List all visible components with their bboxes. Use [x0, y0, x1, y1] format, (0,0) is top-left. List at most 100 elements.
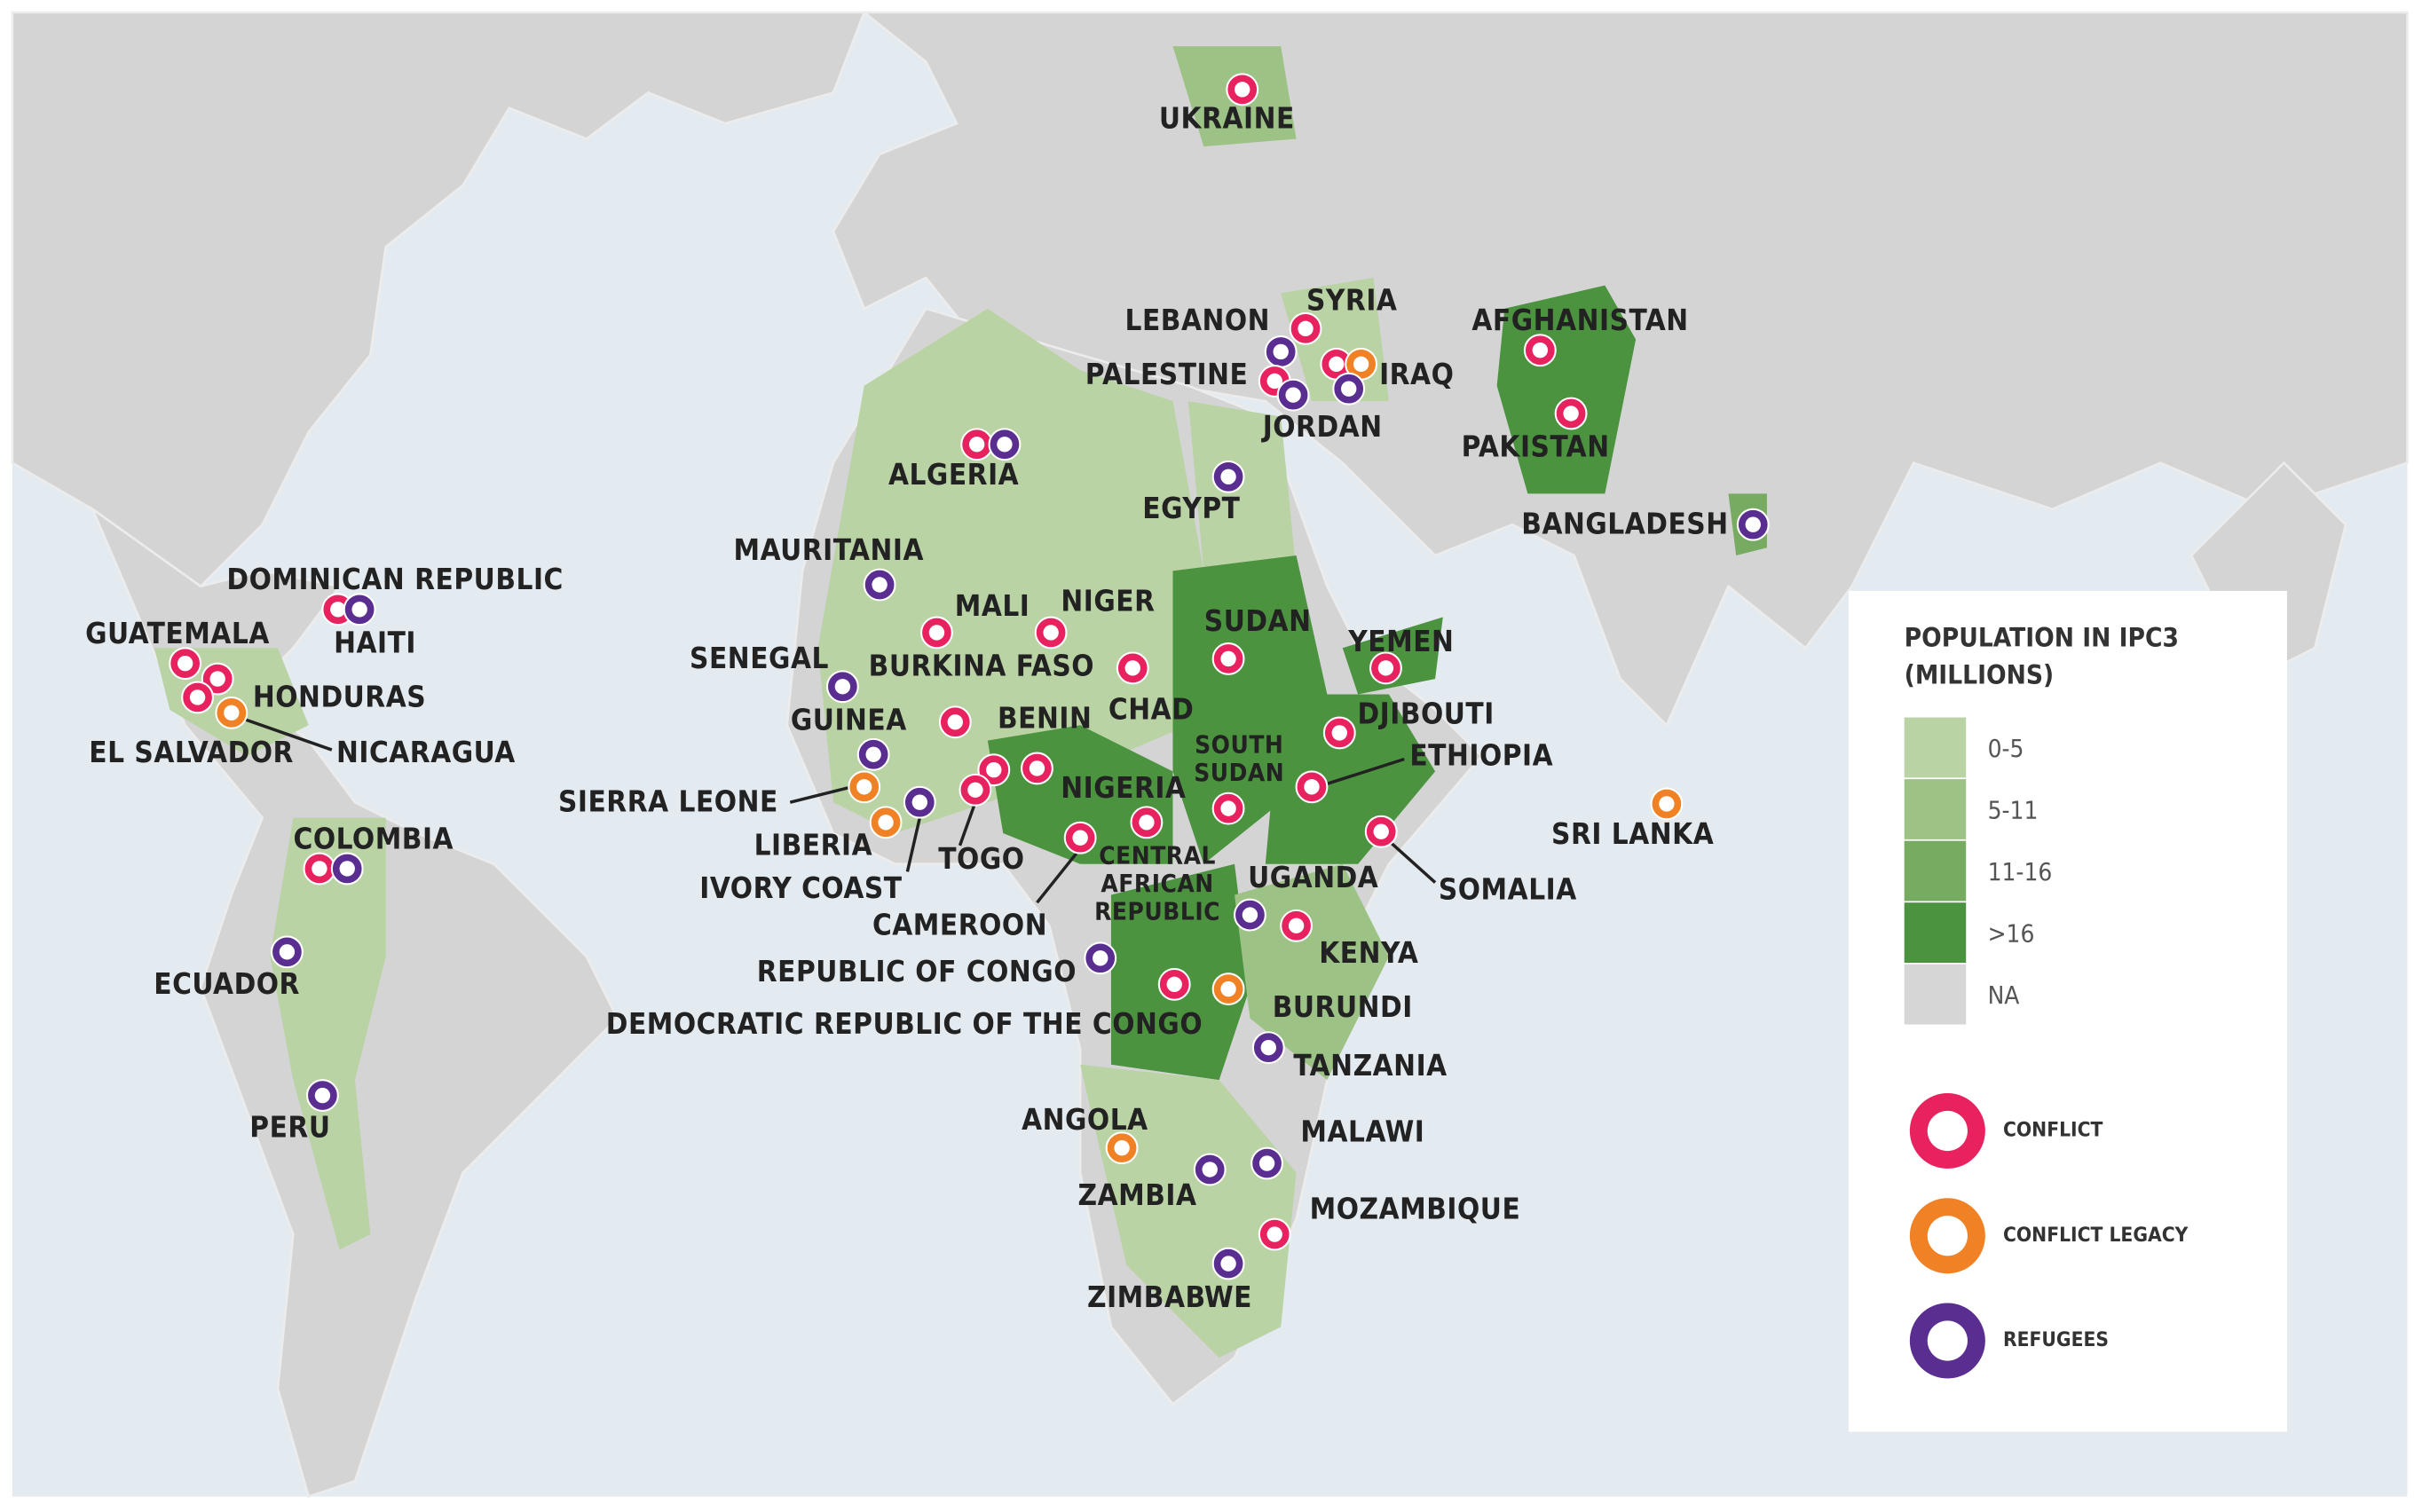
region-shading: [270, 817, 386, 1250]
country-marker-inner: [997, 437, 1013, 453]
country-label: NIGER: [1061, 585, 1156, 619]
country-label: BENIN: [997, 702, 1093, 736]
country-label: ALGERIA: [888, 458, 1020, 492]
country-label: PERU: [249, 1110, 331, 1146]
country-marker-inner: [1341, 381, 1357, 397]
country-marker-inner: [1220, 469, 1236, 484]
country-marker-inner: [865, 746, 881, 762]
country-label: ZIMBABWE: [1087, 1280, 1252, 1315]
country-marker-inner: [1266, 373, 1282, 390]
country-marker-inner: [928, 625, 945, 641]
legend-label: 11-16: [1987, 856, 2053, 886]
country-label: EL SALVADOR: [89, 736, 294, 770]
legend-icon-inner: [1927, 1320, 1968, 1361]
country-marker-inner: [279, 944, 296, 960]
country-label: IVORY COAST: [699, 871, 903, 906]
country-marker-inner: [1072, 830, 1088, 846]
country-marker-inner: [911, 794, 928, 810]
country-marker-inner: [1220, 1256, 1236, 1272]
country-marker-inner: [1745, 516, 1761, 532]
country-marker-inner: [1166, 976, 1182, 993]
country-marker-inner: [986, 761, 1002, 778]
country-marker-inner: [1532, 343, 1549, 358]
country-marker-inner: [1202, 1162, 1218, 1177]
country-marker-inner: [177, 655, 193, 672]
country-label: HONDURAS: [252, 680, 427, 715]
region-shading: [1187, 401, 1297, 571]
country-label: PALESTINE: [1085, 358, 1249, 392]
country-marker-inner: [1377, 660, 1394, 676]
country-label: DEMOCRATIC REPUBLIC OF THE CONGO: [605, 1007, 1203, 1042]
country-label: MAURITANIA: [733, 533, 924, 568]
country-label: NIGERIA: [1061, 771, 1187, 806]
country-marker-inner: [1373, 823, 1389, 839]
country-marker-inner: [224, 705, 240, 721]
country-label: LIBERIA: [753, 828, 873, 862]
legend-swatch: [1904, 964, 1967, 1025]
country-label: SOUTH SUDAN: [1194, 729, 1285, 787]
legend-swatch: [1904, 717, 1967, 778]
country-marker-inner: [339, 861, 355, 877]
country-marker-inner: [1563, 406, 1579, 421]
country-label: COLOMBIA: [293, 822, 454, 857]
country-marker-inner: [330, 602, 346, 618]
country-label: TOGO: [938, 842, 1025, 877]
country-marker-inner: [1235, 82, 1250, 98]
leader-line: [1036, 847, 1082, 904]
country-marker-inner: [968, 437, 985, 453]
country-label: YEMEN: [1348, 625, 1455, 659]
country-marker-inner: [1273, 343, 1289, 360]
country-label: CAMEROON: [872, 909, 1048, 943]
country-label: JORDAN: [1262, 410, 1383, 445]
country-label: ANGOLA: [1022, 1103, 1148, 1138]
country-marker-inner: [1260, 1039, 1276, 1056]
country-marker-inner: [1353, 356, 1369, 373]
country-label: ETHIOPIA: [1409, 738, 1554, 774]
country-label: GUATEMALA: [85, 617, 270, 651]
country-label: UGANDA: [1248, 861, 1379, 895]
legend-marker-label: CONFLICT: [2002, 1119, 2103, 1143]
country-marker-inner: [209, 671, 225, 687]
legend-swatch: [1904, 840, 1967, 902]
country-marker-inner: [856, 779, 872, 795]
country-marker-inner: [1043, 625, 1059, 641]
legend-label: 0-5: [1987, 733, 2024, 763]
country-marker-inner: [1659, 796, 1675, 812]
country-marker-inner: [1220, 800, 1236, 816]
country-marker-inner: [1285, 387, 1301, 403]
country-marker-inner: [1242, 907, 1258, 923]
leader-line: [789, 785, 853, 804]
country-marker-inner: [1258, 1155, 1275, 1171]
legend-icon-inner: [1927, 1216, 1968, 1256]
country-marker-inner: [312, 861, 327, 877]
country-marker-inner: [1304, 779, 1320, 795]
country-marker-inner: [314, 1087, 331, 1104]
leader-line: [905, 817, 922, 872]
country-marker-inner: [351, 602, 367, 618]
country-label: BURUNDI: [1272, 990, 1413, 1025]
country-label: HAITI: [334, 626, 416, 661]
country-label: IRAQ: [1379, 358, 1455, 392]
country-marker-inner: [872, 577, 888, 593]
country-marker-inner: [189, 689, 206, 705]
country-label: ECUADOR: [154, 967, 300, 1002]
country-label: EGYPT: [1142, 492, 1241, 526]
legend-icon-inner: [1927, 1110, 1968, 1152]
country-marker-inner: [1288, 917, 1305, 933]
legend-marker-label: CONFLICT LEGACY: [2002, 1224, 2189, 1248]
country-label: GUINEA: [790, 703, 907, 738]
leader-line: [238, 715, 333, 752]
country-marker-inner: [1220, 980, 1236, 997]
country-marker-inner: [1266, 1226, 1282, 1242]
country-label: AFGHANISTAN: [1471, 303, 1689, 338]
country-label: SYRIA: [1306, 283, 1398, 319]
country-label: SRI LANKA: [1551, 817, 1715, 852]
country-marker-inner: [967, 782, 983, 798]
legend-label: NA: [1987, 980, 2020, 1011]
country-label: PAKISTAN: [1461, 430, 1610, 465]
country-label: UKRAINE: [1158, 101, 1295, 137]
legend-label: >16: [1987, 918, 2035, 949]
country-label: LEBANON: [1124, 303, 1271, 338]
